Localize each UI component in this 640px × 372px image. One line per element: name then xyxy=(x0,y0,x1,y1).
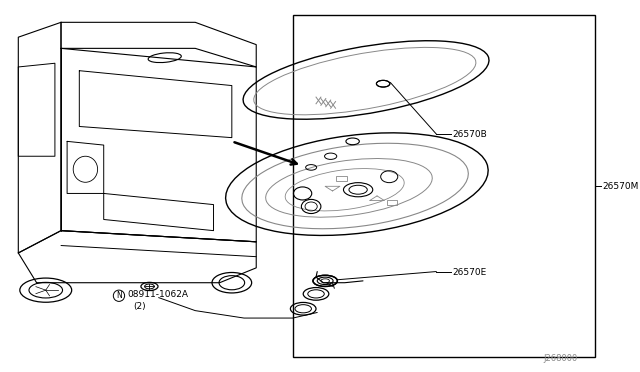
Bar xyxy=(387,200,397,205)
Text: J268000: J268000 xyxy=(543,355,577,363)
Text: 08911-1062A: 08911-1062A xyxy=(127,291,188,299)
Text: N: N xyxy=(116,291,122,300)
Text: 26570E: 26570E xyxy=(452,268,487,277)
Text: (2): (2) xyxy=(133,302,146,311)
Text: 26570B: 26570B xyxy=(452,130,488,139)
Text: 26570M: 26570M xyxy=(602,182,639,190)
Bar xyxy=(336,176,347,181)
Bar xyxy=(293,15,595,357)
